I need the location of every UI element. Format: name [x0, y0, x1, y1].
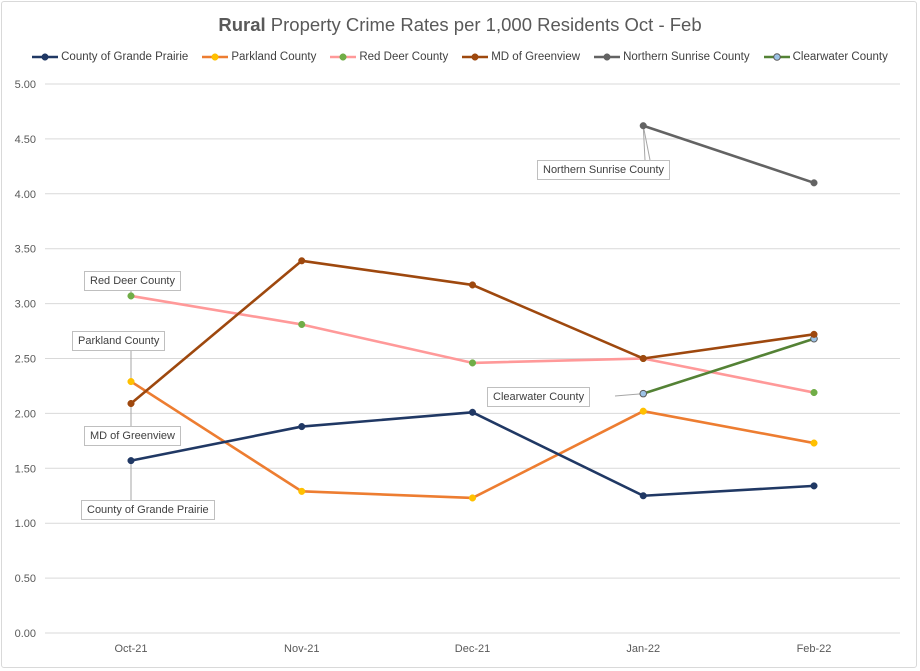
- legend-item: Parkland County: [202, 51, 316, 63]
- x-tick-label: Feb-22: [797, 643, 832, 655]
- y-tick-label: 3.00: [15, 299, 36, 311]
- data-label: Clearwater County: [487, 387, 591, 407]
- data-point: [810, 179, 818, 187]
- y-tick-label: 1.00: [15, 518, 36, 530]
- data-label: Red Deer County: [84, 271, 181, 291]
- data-point: [468, 494, 477, 502]
- chart-title: Rural Property Crime Rates per 1,000 Res…: [0, 14, 920, 36]
- x-tick-label: Nov-21: [284, 643, 319, 655]
- legend-label: Clearwater County: [792, 51, 888, 63]
- y-tick-label: 4.00: [15, 189, 36, 201]
- data-point: [639, 122, 647, 130]
- legend-label: Parkland County: [231, 51, 317, 63]
- data-point: [468, 281, 477, 289]
- data-point: [639, 492, 647, 500]
- legend-label: County of Grande Prairie: [61, 51, 189, 63]
- data-point: [810, 482, 818, 490]
- data-point: [127, 457, 135, 465]
- x-tick-label: Oct-21: [114, 643, 147, 655]
- y-tick-label: 1.50: [15, 463, 36, 475]
- legend-marker-icon: [462, 53, 489, 61]
- y-tick-label: 4.50: [15, 134, 36, 146]
- series-line: [642, 337, 815, 395]
- data-point: [810, 439, 818, 447]
- data-point: [298, 487, 306, 495]
- data-point: [298, 423, 306, 431]
- annotation-leader-line: [642, 125, 646, 161]
- legend-item: MD of Greenview: [462, 51, 580, 63]
- legend-label: MD of Greenview: [491, 51, 581, 63]
- legend-marker-icon: [594, 53, 621, 61]
- data-point: [127, 378, 135, 386]
- series-line: [642, 124, 815, 185]
- data-label: Northern Sunrise County: [537, 160, 671, 180]
- annotation-leader-line: [642, 125, 651, 161]
- y-tick-label: 2.50: [15, 354, 36, 366]
- data-point: [468, 359, 477, 367]
- legend-item: Northern Sunrise County: [594, 51, 750, 63]
- data-point: [810, 388, 818, 397]
- x-tick-label: Dec-21: [455, 643, 490, 655]
- data-point: [127, 399, 135, 408]
- legend-marker-icon: [763, 53, 790, 61]
- data-label: MD of Greenview: [84, 426, 181, 446]
- y-tick-label: 0.50: [15, 573, 36, 585]
- data-point: [298, 320, 306, 329]
- legend-label: Red Deer County: [359, 51, 449, 63]
- y-tick-label: 0.00: [15, 628, 36, 640]
- data-point: [298, 257, 306, 265]
- data-point: [468, 408, 477, 416]
- annotation-leader-line: [614, 393, 644, 397]
- title-rest: Property Crime Rates per 1,000 Residents…: [265, 14, 702, 35]
- x-tick-label: Jan-22: [626, 643, 660, 655]
- legend-label: Northern Sunrise County: [623, 51, 750, 63]
- data-point: [639, 407, 647, 415]
- y-tick-label: 3.50: [15, 244, 36, 256]
- legend-marker-icon: [202, 53, 229, 61]
- data-point: [127, 292, 135, 300]
- y-tick-label: 5.00: [15, 79, 36, 91]
- data-label: County of Grande Prairie: [81, 500, 215, 520]
- legend-item: Red Deer County: [330, 51, 448, 63]
- legend-marker-icon: [32, 53, 59, 61]
- series-line: [130, 294, 815, 394]
- title-bold: Rural: [218, 14, 266, 35]
- y-tick-label: 2.00: [15, 408, 36, 420]
- legend: County of Grande Prairie Parkland County R…: [0, 51, 920, 63]
- legend-item: County of Grande Prairie: [32, 51, 188, 63]
- data-point: [639, 389, 648, 398]
- data-point: [810, 330, 818, 338]
- legend-marker-icon: [330, 53, 357, 61]
- legend-item: Clearwater County: [763, 51, 888, 63]
- data-label: Parkland County: [72, 331, 166, 351]
- data-point: [639, 354, 647, 363]
